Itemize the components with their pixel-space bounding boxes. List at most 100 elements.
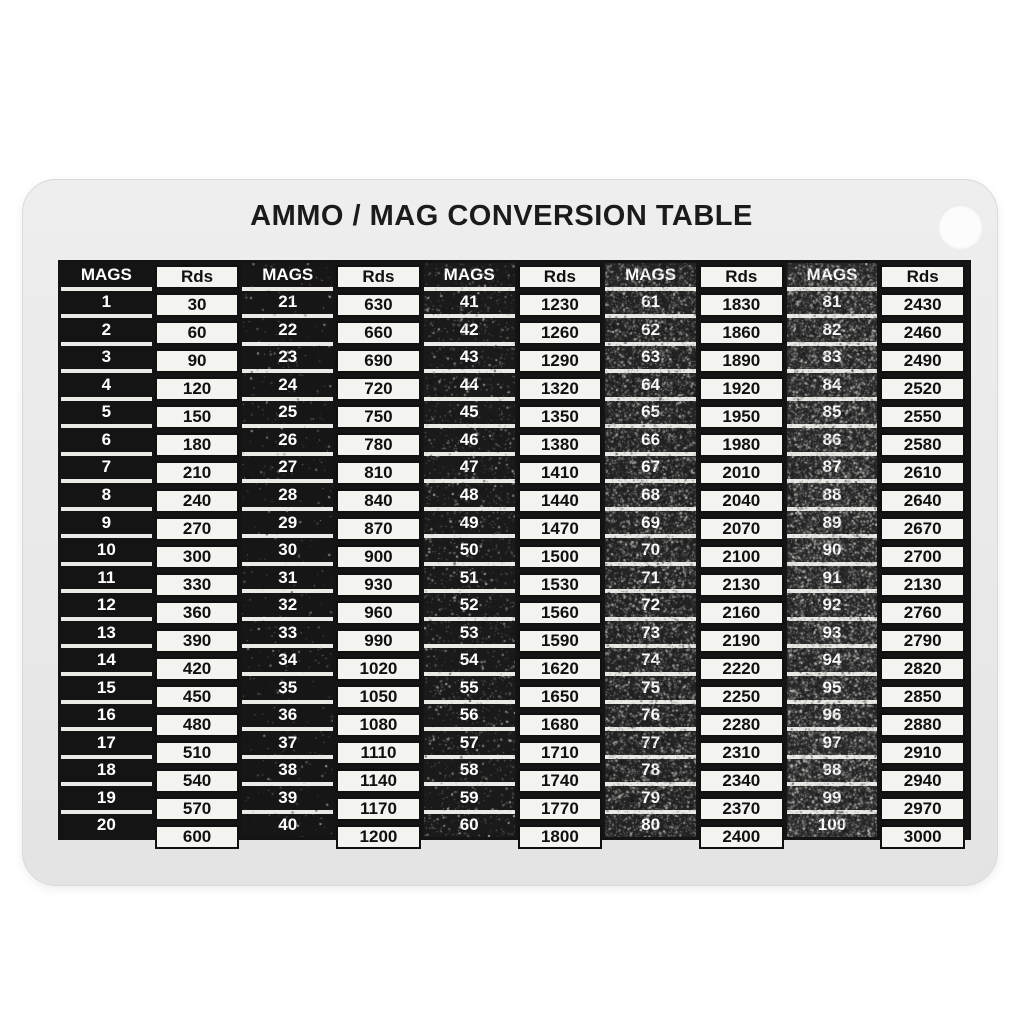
rds-cell: 390 [155,629,240,653]
mags-cell: 57 [424,731,515,759]
mags-cell: 4 [61,373,152,401]
rds-cell: 2190 [699,629,784,653]
mags-cell: 68 [605,483,696,511]
mags-cell: 35 [242,676,333,704]
rds-cell: 660 [336,321,421,345]
mags-cell: 65 [605,401,696,429]
rds-cell: 870 [336,517,421,541]
mags-cell: 30 [242,538,333,566]
rds-column: Rds 630 660 690 720 750 780 810 840 870 900 930 960 9… [333,263,424,837]
mags-cell: 25 [242,401,333,429]
mags-cell: 94 [787,648,878,676]
mags-cell: 89 [787,511,878,539]
mags-cell: 42 [424,318,515,346]
rds-cell: 2940 [880,769,965,793]
mags-cell: 83 [787,346,878,374]
mags-cell: 98 [787,759,878,787]
mags-cell: 7 [61,456,152,484]
mags-cell: 34 [242,648,333,676]
column-header-mags: MAGS [787,263,878,291]
mags-cell: 88 [787,483,878,511]
rds-cell: 1110 [336,741,421,765]
rds-cell: 1770 [518,797,603,821]
rds-cell: 2850 [880,685,965,709]
mags-cell: 38 [242,759,333,787]
column-header-mags: MAGS [424,263,515,291]
mags-cell: 61 [605,291,696,319]
rds-cell: 2160 [699,601,784,625]
mags-cell: 10 [61,538,152,566]
mags-column: MAGS 41 42 43 44 45 46 47 48 49 50 51 52 53 54 55 56 57 58… [424,263,515,837]
mags-cell: 1 [61,291,152,319]
mags-cell: 60 [424,814,515,838]
mags-cell: 81 [787,291,878,319]
rds-cell: 1260 [518,321,603,345]
mags-column: MAGS 1 2 3 4 5 6 7 8 9 10 11 12 13 14 15 16 17 18 19 20 [61,263,152,837]
mags-cell: 41 [424,291,515,319]
rds-cell: 2280 [699,713,784,737]
mags-cell: 93 [787,621,878,649]
mags-cell: 90 [787,538,878,566]
mags-cell: 96 [787,704,878,732]
rds-cell: 1950 [699,405,784,429]
rds-cell: 2070 [699,517,784,541]
mags-cell: 67 [605,456,696,484]
rds-cell: 1140 [336,769,421,793]
mags-cell: 84 [787,373,878,401]
rds-cell: 1470 [518,517,603,541]
mags-cell: 2 [61,318,152,346]
rds-cell: 750 [336,405,421,429]
rds-cell: 2370 [699,797,784,821]
rds-cell: 1560 [518,601,603,625]
rds-cell: 2040 [699,489,784,513]
mags-cell: 22 [242,318,333,346]
rds-cell: 180 [155,433,240,457]
rds-cell: 1320 [518,377,603,401]
rds-cell: 930 [336,573,421,597]
rds-cell: 810 [336,461,421,485]
mags-cell: 51 [424,566,515,594]
mags-cell: 95 [787,676,878,704]
mags-cell: 76 [605,704,696,732]
mags-cell: 19 [61,786,152,814]
column-pair: MAGS 41 42 43 44 45 46 47 48 49 50 51 52 53 54 55 56 57 58… [424,263,605,837]
rds-cell: 1050 [336,685,421,709]
mags-cell: 79 [605,786,696,814]
column-pair: MAGS 61 62 63 64 65 66 67 68 69 70 71 72 73 74 75 76 77 78… [605,263,786,837]
rds-cell: 1200 [336,825,421,849]
mags-cell: 64 [605,373,696,401]
rds-cell: 2400 [699,825,784,849]
rds-cell: 1680 [518,713,603,737]
rds-cell: 2910 [880,741,965,765]
rds-cell: 900 [336,545,421,569]
rds-cell: 1740 [518,769,603,793]
mags-cell: 72 [605,593,696,621]
mags-cell: 46 [424,428,515,456]
rds-cell: 2670 [880,517,965,541]
column-header-rds: Rds [880,265,965,289]
mags-cell: 92 [787,593,878,621]
mags-cell: 36 [242,704,333,732]
mags-cell: 9 [61,511,152,539]
rds-cell: 480 [155,713,240,737]
mags-cell: 100 [787,814,878,838]
rds-cell: 330 [155,573,240,597]
mags-cell: 49 [424,511,515,539]
mags-cell: 54 [424,648,515,676]
rds-cell: 1830 [699,293,784,317]
column-header-rds: Rds [699,265,784,289]
rds-cell: 990 [336,629,421,653]
rds-cell: 2550 [880,405,965,429]
column-pair: MAGS 81 82 83 84 85 86 87 88 89 90 91 92 93 94 95 96 97 98… [787,263,968,837]
mags-cell: 56 [424,704,515,732]
mags-column: MAGS 81 82 83 84 85 86 87 88 89 90 91 92 93 94 95 96 97 98… [787,263,878,837]
mags-cell: 32 [242,593,333,621]
mags-cell: 11 [61,566,152,594]
rds-cell: 1890 [699,349,784,373]
mags-cell: 97 [787,731,878,759]
rds-cell: 2010 [699,461,784,485]
rds-column: Rds 30 60 90 120 150 180 210 240 270 300 330 360 390 4… [152,263,243,837]
mags-cell: 27 [242,456,333,484]
mags-cell: 48 [424,483,515,511]
rds-cell: 780 [336,433,421,457]
